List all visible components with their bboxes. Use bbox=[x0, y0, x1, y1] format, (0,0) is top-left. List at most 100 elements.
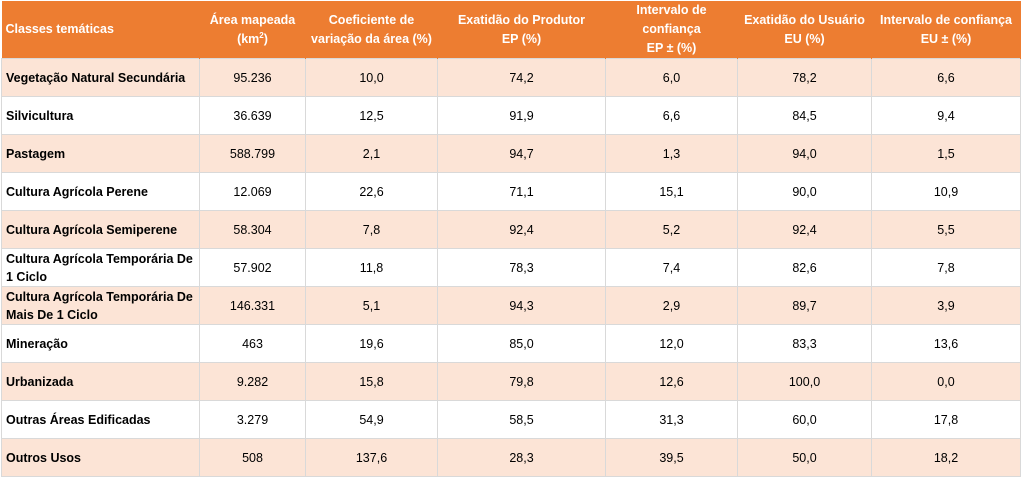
cell-eu-ci: 9,4 bbox=[871, 96, 1021, 135]
cell-eu: 50,0 bbox=[737, 438, 872, 477]
header-eu-ci-line1: Intervalo de confiança bbox=[880, 12, 1012, 27]
cell-ep: 58,5 bbox=[437, 400, 606, 439]
cell-ep: 85,0 bbox=[437, 324, 606, 363]
cell-cv: 54,9 bbox=[305, 400, 438, 439]
cell-eu: 60,0 bbox=[737, 400, 872, 439]
cell-eu-ci: 5,5 bbox=[871, 210, 1021, 249]
cell-eu-ci: 7,8 bbox=[871, 248, 1021, 287]
cell-area: 95.236 bbox=[199, 58, 306, 97]
header-cv: Coeficiente de variação da área (%) bbox=[305, 1, 438, 59]
header-eu-ci: Intervalo de confiança EU ± (%) bbox=[871, 1, 1021, 59]
header-eu-ci-line2: EU ± (%) bbox=[920, 31, 972, 46]
header-ep-line2: EP (%) bbox=[501, 31, 542, 46]
cell-area: 9.282 bbox=[199, 362, 306, 401]
cell-ep: 74,2 bbox=[437, 58, 606, 97]
header-area-line1: Área mapeada bbox=[209, 12, 296, 27]
cell-area: 36.639 bbox=[199, 96, 306, 135]
cell-class-name: Outras Áreas Edificadas bbox=[1, 400, 200, 439]
header-area-close: ) bbox=[263, 31, 268, 46]
cell-ep-ci: 1,3 bbox=[605, 134, 738, 173]
cell-eu: 82,6 bbox=[737, 248, 872, 287]
cell-eu: 100,0 bbox=[737, 362, 872, 401]
cell-eu-ci: 3,9 bbox=[871, 286, 1021, 325]
header-area-sup: 2 bbox=[259, 30, 264, 40]
cell-eu: 84,5 bbox=[737, 96, 872, 135]
cell-eu-ci: 18,2 bbox=[871, 438, 1021, 477]
cell-class-name: Outros Usos bbox=[1, 438, 200, 477]
cell-area: 3.279 bbox=[199, 400, 306, 439]
cell-eu: 90,0 bbox=[737, 172, 872, 211]
table-row: Cultura Agrícola Temporária De Mais De 1… bbox=[1, 286, 1021, 325]
cell-class-name: Pastagem bbox=[1, 134, 200, 173]
cell-ep: 71,1 bbox=[437, 172, 606, 211]
cell-ep-ci: 15,1 bbox=[605, 172, 738, 211]
cell-ep: 28,3 bbox=[437, 438, 606, 477]
cell-area: 508 bbox=[199, 438, 306, 477]
cell-area: 588.799 bbox=[199, 134, 306, 173]
cell-ep: 94,3 bbox=[437, 286, 606, 325]
cell-class-name: Cultura Agrícola Temporária De 1 Ciclo bbox=[1, 248, 200, 287]
cell-class-name: Mineração bbox=[1, 324, 200, 363]
cell-ep: 92,4 bbox=[437, 210, 606, 249]
header-cv-line2: variação da área (%) bbox=[311, 31, 432, 46]
cell-eu-ci: 13,6 bbox=[871, 324, 1021, 363]
cell-area: 12.069 bbox=[199, 172, 306, 211]
cell-eu: 78,2 bbox=[737, 58, 872, 97]
cell-eu-ci: 6,6 bbox=[871, 58, 1021, 97]
cell-class-name: Cultura Agrícola Perene bbox=[1, 172, 200, 211]
header-eu-line1: Exatidão do Usuário bbox=[744, 12, 865, 27]
header-eu-line2: EU (%) bbox=[784, 31, 825, 46]
header-classes: Classes temáticas bbox=[1, 1, 200, 59]
header-ep-ci-line2: EP ± (%) bbox=[646, 41, 697, 55]
cell-ep: 78,3 bbox=[437, 248, 606, 287]
cell-eu: 83,3 bbox=[737, 324, 872, 363]
table-row: Pastagem 588.799 2,1 94,7 1,3 94,0 1,5 bbox=[1, 134, 1021, 173]
cell-cv: 15,8 bbox=[305, 362, 438, 401]
table-row: Cultura Agrícola Perene 12.069 22,6 71,1 15,… bbox=[1, 172, 1021, 211]
cell-area: 463 bbox=[199, 324, 306, 363]
header-ep-ci-line1: Intervalo de confiança bbox=[636, 3, 707, 36]
cell-ep-ci: 7,4 bbox=[605, 248, 738, 287]
table-row: Cultura Agrícola Semiperene 58.304 7,8 92,4… bbox=[1, 210, 1021, 249]
cell-class-name: Urbanizada bbox=[1, 362, 200, 401]
cell-class-name: Cultura Agrícola Temporária De Mais De 1… bbox=[1, 286, 200, 325]
header-area-unit: (km bbox=[237, 31, 260, 46]
table-body: Vegetação Natural Secundária 95.236 10,0 74… bbox=[1, 58, 1021, 477]
cell-eu-ci: 0,0 bbox=[871, 362, 1021, 401]
header-ep: Exatidão do Produtor EP (%) bbox=[437, 1, 606, 59]
cell-cv: 5,1 bbox=[305, 286, 438, 325]
cell-eu-ci: 17,8 bbox=[871, 400, 1021, 439]
cell-cv: 19,6 bbox=[305, 324, 438, 363]
cell-ep: 79,8 bbox=[437, 362, 606, 401]
cell-area: 57.902 bbox=[199, 248, 306, 287]
table-row: Vegetação Natural Secundária 95.236 10,0 74… bbox=[1, 58, 1021, 97]
cell-class-name: Cultura Agrícola Semiperene bbox=[1, 210, 200, 249]
header-area: Área mapeada (km2) bbox=[199, 1, 306, 59]
cell-cv: 11,8 bbox=[305, 248, 438, 287]
table-row: Urbanizada 9.282 15,8 79,8 12,6 100,0 0,0 bbox=[1, 362, 1021, 401]
cell-cv: 7,8 bbox=[305, 210, 438, 249]
cell-ep-ci: 31,3 bbox=[605, 400, 738, 439]
cell-class-name: Silvicultura bbox=[1, 96, 200, 135]
cell-cv: 10,0 bbox=[305, 58, 438, 97]
cell-cv: 22,6 bbox=[305, 172, 438, 211]
cell-eu-ci: 1,5 bbox=[871, 134, 1021, 173]
cell-ep: 94,7 bbox=[437, 134, 606, 173]
header-ep-ci: Intervalo de confiança EP ± (%) bbox=[605, 1, 738, 59]
cell-ep-ci: 12,6 bbox=[605, 362, 738, 401]
cell-ep-ci: 2,9 bbox=[605, 286, 738, 325]
cell-ep: 91,9 bbox=[437, 96, 606, 135]
table-row: Cultura Agrícola Temporária De 1 Ciclo 57… bbox=[1, 248, 1021, 287]
table-row: Outras Áreas Edificadas 3.279 54,9 58,5 31,3… bbox=[1, 400, 1021, 439]
cell-cv: 137,6 bbox=[305, 438, 438, 477]
header-eu: Exatidão do Usuário EU (%) bbox=[737, 1, 872, 59]
cell-eu: 92,4 bbox=[737, 210, 872, 249]
cell-cv: 12,5 bbox=[305, 96, 438, 135]
cell-ep-ci: 5,2 bbox=[605, 210, 738, 249]
cell-cv: 2,1 bbox=[305, 134, 438, 173]
header-ep-line1: Exatidão do Produtor bbox=[457, 12, 586, 27]
table-row: Mineração 463 19,6 85,0 12,0 83,3 13,6 bbox=[1, 324, 1021, 363]
cell-area: 58.304 bbox=[199, 210, 306, 249]
table-row: Silvicultura 36.639 12,5 91,9 6,6 84,5 9,4 bbox=[1, 96, 1021, 135]
